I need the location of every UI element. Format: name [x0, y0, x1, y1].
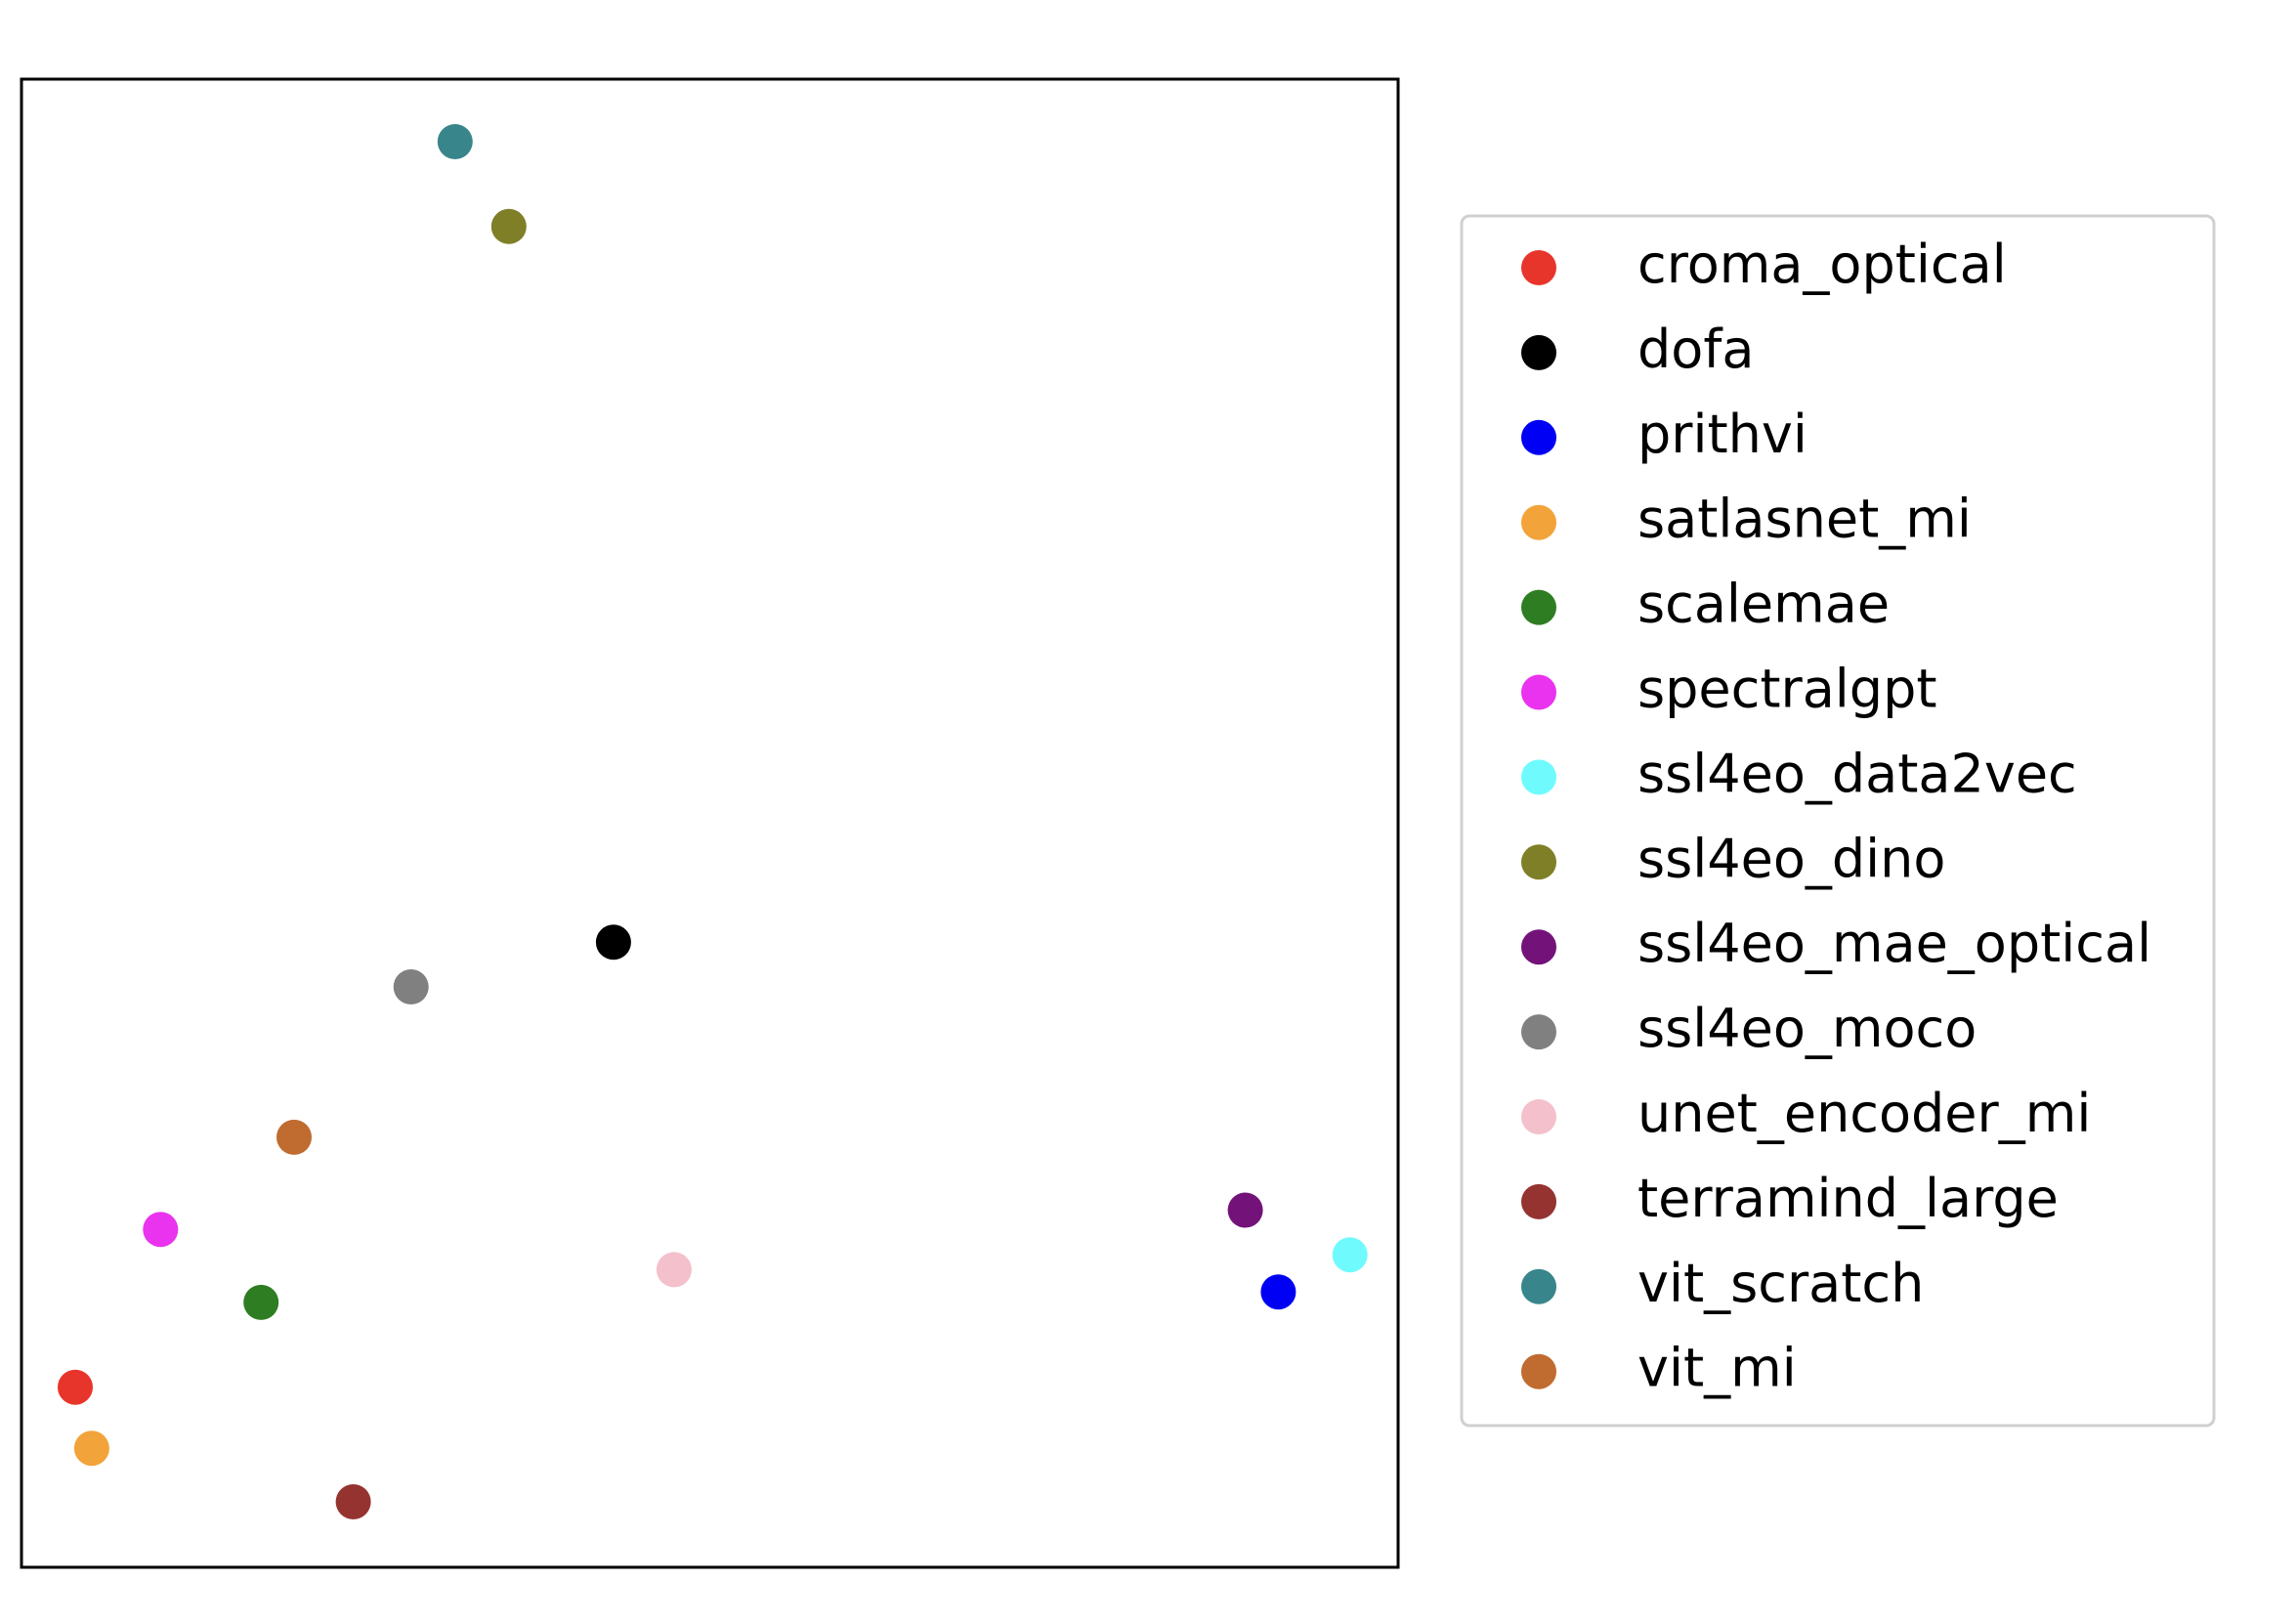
point-ssl4eo-moco	[393, 969, 429, 1004]
legend-marker-ssl4eo-moco	[1521, 1014, 1556, 1050]
point-terramind-large	[335, 1484, 371, 1519]
point-ssl4eo-data2vec	[1332, 1237, 1368, 1273]
legend-marker-scalemae	[1521, 589, 1556, 625]
plot-area	[20, 77, 1400, 1569]
legend-marker-croma-optical	[1521, 250, 1556, 285]
point-scalemae	[243, 1284, 279, 1320]
legend-label-dofa: dofa	[1637, 319, 1754, 380]
legend-label-prithvi: prithvi	[1637, 404, 1807, 465]
point-prithvi	[1260, 1274, 1297, 1310]
legend-label-terramind-large: terramind_large	[1637, 1168, 2059, 1229]
point-spectralgpt	[143, 1212, 179, 1248]
legend-label-croma-optical: croma_optical	[1637, 234, 2007, 295]
point-dofa	[595, 924, 631, 960]
legend-marker-vit-mi	[1521, 1353, 1556, 1389]
legend-marker-dofa	[1521, 334, 1556, 370]
legend-marker-unet-encoder-mi	[1521, 1099, 1556, 1134]
legend-label-scalemae: scalemae	[1637, 574, 1890, 635]
legend-frame	[1460, 214, 2216, 1428]
legend-marker-spectralgpt	[1521, 674, 1556, 710]
points-layer	[58, 124, 1368, 1519]
legend-marker-ssl4eo-mae-optical	[1521, 929, 1556, 965]
point-vit-mi	[276, 1119, 312, 1155]
legend-marker-ssl4eo-dino	[1521, 844, 1556, 880]
legend-marker-satlasnet-mi	[1521, 504, 1556, 540]
legend-label-unet-encoder-mi: unet_encoder_mi	[1637, 1083, 2091, 1144]
point-ssl4eo-dino	[490, 208, 527, 244]
legend-label-spectralgpt: spectralgpt	[1637, 659, 1937, 720]
legend-label-ssl4eo-data2vec: ssl4eo_data2vec	[1637, 743, 2077, 804]
legend-marker-terramind-large	[1521, 1183, 1556, 1219]
legend-marker-prithvi	[1521, 419, 1556, 455]
legend-label-vit-scratch: vit_scratch	[1637, 1253, 1924, 1314]
legend-marker-vit-scratch	[1521, 1268, 1556, 1304]
point-ssl4eo-mae-optical	[1227, 1192, 1263, 1228]
legend-label-vit-mi: vit_mi	[1637, 1338, 1797, 1399]
point-satlasnet-mi	[73, 1430, 109, 1467]
legend-label-satlasnet-mi: satlasnet_mi	[1637, 489, 1972, 550]
legend-label-ssl4eo-dino: ssl4eo_dino	[1637, 828, 1945, 889]
legend-marker-ssl4eo-data2vec	[1521, 759, 1556, 795]
point-unet-encoder-mi	[656, 1252, 692, 1288]
legend-label-ssl4eo-moco: ssl4eo_moco	[1637, 998, 1977, 1059]
point-vit-scratch	[437, 124, 473, 159]
legend-label-ssl4eo-mae-optical: ssl4eo_mae_optical	[1637, 913, 2151, 974]
point-croma-optical	[58, 1369, 93, 1405]
